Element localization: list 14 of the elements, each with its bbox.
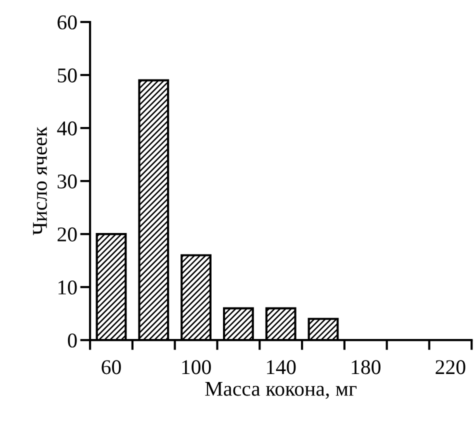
x-tick-label: 180 — [352, 360, 380, 374]
y-tick-label: 50 — [58, 68, 77, 82]
x-tick-label: 220 — [436, 360, 466, 374]
y-tick-label: 30 — [58, 174, 77, 188]
y-tick-label: 10 — [58, 280, 77, 295]
x-tick-label: 100 — [182, 360, 211, 374]
y-tick-label: 60 — [58, 15, 77, 30]
y-tick-label: 20 — [58, 227, 77, 242]
y-tick-label: 40 — [57, 121, 77, 136]
y-tick-label: 0 — [68, 333, 77, 348]
y-axis-title: Число ячеек — [33, 126, 47, 236]
x-tick-label: 140 — [267, 360, 296, 374]
x-tick-label: 60 — [102, 360, 121, 374]
x-axis-title: Масса кокона, мг — [205, 382, 357, 399]
